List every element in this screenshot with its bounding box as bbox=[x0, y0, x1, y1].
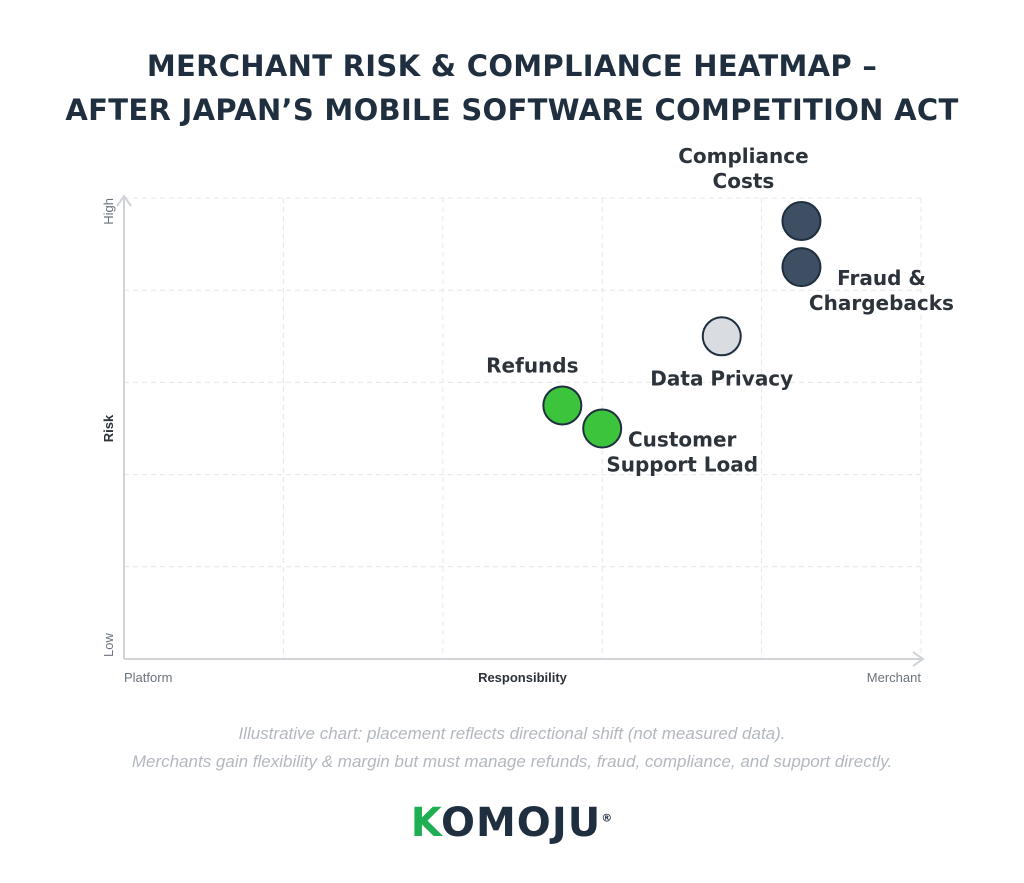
y-axis-arrow bbox=[116, 194, 132, 207]
data-label-refunds: Refunds bbox=[486, 353, 578, 377]
komoju-logo: KOMOJU® bbox=[0, 800, 1024, 846]
y-tick-label-high: High bbox=[101, 198, 116, 225]
data-point-fraud-chargebacks bbox=[781, 247, 822, 288]
data-label-fraud-chargebacks: Fraud & bbox=[837, 266, 926, 290]
data-label-data-privacy: Data Privacy bbox=[650, 366, 793, 390]
data-point-compliance-costs bbox=[781, 201, 822, 242]
chart-title-line-2: AFTER JAPAN’S MOBILE SOFTWARE COMPETITIO… bbox=[65, 93, 959, 127]
x-axis-arrow bbox=[912, 651, 925, 667]
data-label-customer-support-load: Support Load bbox=[606, 453, 758, 477]
x-axis-title: Responsibility bbox=[478, 670, 568, 685]
logo-text: OMOJU bbox=[441, 800, 602, 846]
data-point-customer-support-load bbox=[582, 408, 623, 449]
data-label-customer-support-load: Customer bbox=[628, 428, 737, 452]
data-point-data-privacy bbox=[701, 316, 742, 357]
y-axis-title: Risk bbox=[101, 414, 116, 442]
x-tick-label-merchant: Merchant bbox=[867, 670, 922, 685]
data-label-compliance-costs: Costs bbox=[713, 169, 775, 193]
caption-line-1: Illustrative chart: placement reflects d… bbox=[238, 724, 786, 743]
caption-line-2: Merchants gain flexibility & margin but … bbox=[131, 752, 893, 771]
data-label-compliance-costs: Compliance bbox=[678, 144, 808, 168]
y-tick-label-low: Low bbox=[101, 633, 116, 657]
data-label-fraud-chargebacks: Chargebacks bbox=[809, 291, 954, 315]
chart-title-line-1: MERCHANT RISK & COMPLIANCE HEATMAP – bbox=[146, 49, 878, 83]
x-tick-label-platform: Platform bbox=[124, 670, 172, 685]
registered-mark: ® bbox=[601, 811, 614, 825]
chart-title: MERCHANT RISK & COMPLIANCE HEATMAP – AFT… bbox=[0, 44, 1024, 132]
data-point-refunds bbox=[542, 385, 583, 426]
logo-accent-letter: K bbox=[410, 800, 441, 846]
